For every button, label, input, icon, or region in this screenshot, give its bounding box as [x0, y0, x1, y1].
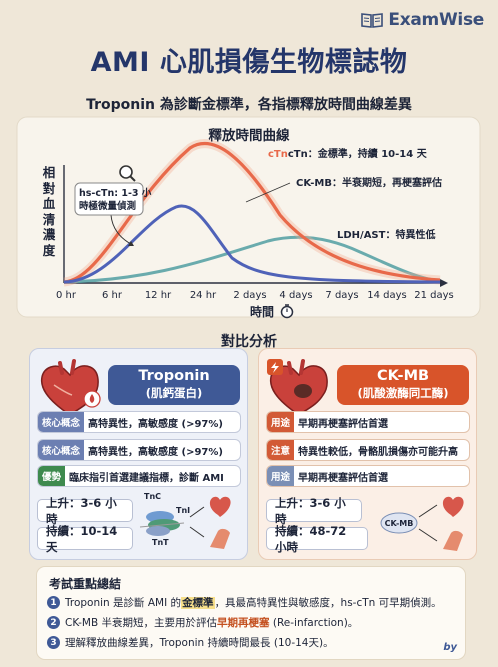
ckmb-row: 注意 特異性較低，骨骼肌損傷亦可能升高	[266, 439, 470, 461]
item-text: CK-MB 半衰期短，主要用於評估早期再梗塞 (Re-infarction)。	[65, 617, 359, 629]
byline: by	[443, 642, 457, 653]
annotation-ctn: cTncTn：金標準，持續 10-14 天	[268, 147, 428, 160]
compare-title: 對比分析	[221, 334, 277, 350]
hs-arrow-head	[128, 241, 134, 246]
x-axis-label: 時間	[250, 304, 274, 319]
small-heart-icon	[209, 496, 231, 517]
series-ldh-curve	[63, 235, 441, 284]
summary-item: 3 理解釋放曲線差異，Troponin 持續時間最長 (10-14天)。	[47, 635, 334, 650]
troponin-name: Troponin	[138, 368, 210, 384]
muscle-icon	[443, 530, 463, 551]
ckmb-pointer	[245, 182, 291, 203]
row-tag: 用途	[267, 466, 295, 486]
summary-item: 1 Troponin 是診斷 AMI 的金標準，具最高特異性與敏感度，hs-cT…	[47, 595, 442, 610]
row-text: 高特異性，高敏感度 (>97%)	[88, 418, 223, 430]
row-tag: 注意	[267, 440, 295, 460]
timer-icon	[280, 304, 294, 319]
tnc-label: TnC	[144, 492, 161, 501]
row-tag: 用途	[267, 412, 295, 432]
row-text: 臨床指引首選建議指標，診斷 AMI	[69, 472, 224, 484]
row-text: 高特異性，高敏感度 (>97%)	[88, 446, 223, 458]
hs-arrow	[110, 214, 132, 245]
brand-name: ExamWise	[388, 10, 484, 30]
series-ckmb-curve	[63, 204, 441, 284]
ckmb-sub: (肌酸激酶同工酶)	[357, 386, 449, 400]
x-tick-label: 0 hr	[56, 290, 77, 301]
hs-ctn-box	[74, 182, 144, 216]
ckmb-diagram: CK-MB	[380, 496, 464, 551]
small-heart-icon	[442, 496, 464, 517]
troponin-rise: 上升：3-6 小時	[37, 496, 133, 526]
release-curve-chart: 0 hr 6 hr 12 hr 24 hr 2 days 4 days 7 da…	[16, 116, 481, 319]
chart-title: 釋放時間曲線	[208, 128, 290, 144]
annotation-ctn-text: cTn：金標準，持續 10-14 天	[288, 147, 428, 160]
ckmb-row: 用途 早期再梗塞評估首選	[266, 411, 470, 433]
y-axis-label: 相對血清濃度	[42, 165, 56, 258]
x-tick-label: 2 days	[233, 290, 266, 301]
page-subtitle: Troponin 為診斷金標準，各指標釋放時間曲線差異	[86, 97, 412, 113]
troponin-card: Troponin (肌鈣蛋白) 核心概念 高特異性，高敏感度 (>97%) 核心…	[29, 348, 248, 560]
brand-logo: ExamWise	[361, 10, 484, 30]
item-number: 2	[47, 616, 60, 629]
ckmb-row: 用途 早期再梗塞評估首選	[266, 465, 470, 487]
row-text: 早期再梗塞評估首選	[298, 472, 389, 484]
magnifier-icon	[119, 165, 136, 182]
row-tag: 核心概念	[38, 440, 85, 460]
summary-item: 2 CK-MB 半衰期短，主要用於評估早期再梗塞 (Re-infarction)…	[47, 615, 358, 630]
x-tick-label: 12 hr	[145, 290, 172, 301]
ckmb-header: CK-MB (肌酸激酶同工酶)	[337, 365, 469, 405]
ckmb-name: CK-MB	[376, 368, 430, 384]
x-tick-label: 24 hr	[190, 290, 217, 301]
item-number: 3	[47, 636, 60, 649]
x-tick-label: 4 days	[279, 290, 312, 301]
lightning-icon	[271, 362, 279, 373]
book-icon	[361, 13, 384, 28]
ckmb-enzyme-label: CK-MB	[385, 519, 414, 528]
item-number: 1	[47, 596, 60, 609]
chart-panel	[16, 116, 481, 318]
hs-ctn-line2: 時極微量偵測	[79, 200, 136, 212]
troponin-duration: 持續：10-14 天	[37, 524, 133, 554]
x-tick-label: 6 hr	[102, 290, 123, 301]
troponin-sub: (肌鈣蛋白)	[145, 386, 203, 400]
item-text: 理解釋放曲線差異，Troponin 持續時間最長 (10-14天)。	[65, 637, 334, 649]
page-title: AMI 心肌損傷生物標誌物	[90, 47, 408, 78]
hs-ctn-line1: hs-cTn: 1-3 小	[79, 187, 152, 199]
annotation-ckmb: CK-MB：半衰期短，再梗塞評估	[296, 176, 442, 189]
damaged-heart-icon	[267, 359, 328, 416]
x-tick-label: 21 days	[414, 290, 454, 301]
item-text: Troponin 是診斷 AMI 的金標準，具最高特異性與敏感度，hs-cTn …	[65, 597, 442, 609]
row-text: 特異性較低，骨骼肌損傷亦可能升高	[298, 446, 459, 458]
x-tick-label: 14 days	[367, 290, 407, 301]
troponin-complex-diagram: TnC TnI TnT	[139, 492, 231, 549]
x-axis-arrow	[440, 279, 448, 287]
troponin-header: Troponin (肌鈣蛋白)	[108, 365, 240, 405]
series-ctn-curve	[63, 141, 441, 284]
tnt-label: TnT	[152, 538, 169, 547]
row-tag: 核心概念	[38, 412, 85, 432]
tni-label: TnI	[176, 506, 190, 515]
heart-icon	[40, 359, 101, 416]
summary-box: 考試重點總結 1 Troponin 是診斷 AMI 的金標準，具最高特異性與敏感…	[36, 566, 466, 660]
muscle-icon	[210, 528, 230, 549]
ckmb-rise: 上升：3-6 小時	[266, 496, 362, 526]
troponin-row: 優勢 臨床指引首選建議指標，診斷 AMI	[37, 465, 241, 487]
troponin-row: 核心概念 高特異性，高敏感度 (>97%)	[37, 411, 241, 433]
ckmb-duration: 持續：48-72 小時	[266, 524, 368, 554]
row-text: 早期再梗塞評估首選	[298, 418, 389, 430]
annotation-ldh: LDH/AST：特異性低	[337, 228, 435, 241]
summary-title: 考試重點總結	[49, 577, 122, 591]
x-tick-label: 7 days	[325, 290, 358, 301]
ckmb-card: CK-MB (肌酸激酶同工酶) 用途 早期再梗塞評估首選 注意 特異性較低，骨骼…	[258, 348, 477, 560]
row-tag: 優勢	[38, 466, 66, 486]
troponin-row: 核心概念 高特異性，高敏感度 (>97%)	[37, 439, 241, 461]
